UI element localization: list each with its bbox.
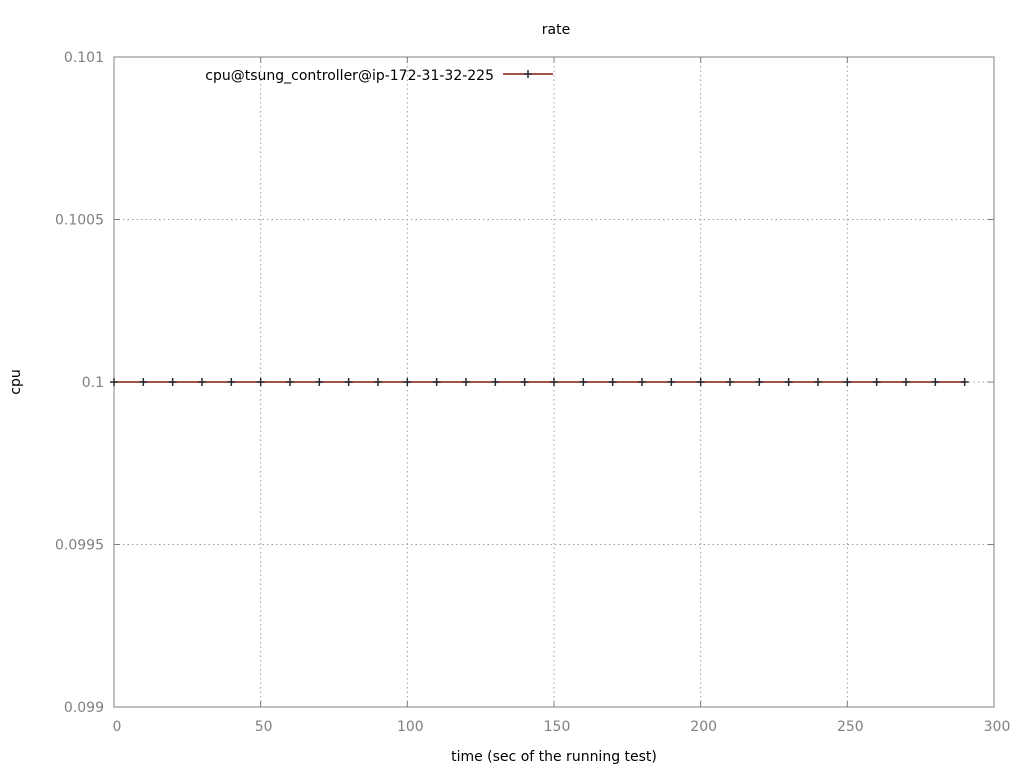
data-point-marker [872, 378, 881, 386]
data-point-marker [638, 378, 646, 386]
legend-label: cpu@tsung_controller@ip-172-31-32-225 [205, 68, 494, 84]
data-point-marker [432, 378, 441, 386]
y-tick-label: 0.101 [64, 50, 104, 66]
chart-title: rate [542, 22, 570, 38]
data-point-marker [315, 378, 324, 386]
data-point-marker [579, 378, 588, 386]
legend: cpu@tsung_controller@ip-172-31-32-225 [205, 68, 553, 84]
data-point-marker [374, 378, 382, 386]
data-point-marker [814, 378, 822, 386]
data-point-marker [608, 378, 617, 386]
y-axis: 0.099 0.0995 0.1 0.1005 0.101 [55, 50, 994, 716]
data-point-marker [520, 378, 529, 386]
data-point-marker [168, 378, 177, 386]
x-tick-label: 300 [984, 719, 1011, 735]
data-point-marker [667, 378, 676, 386]
data-point-marker [344, 378, 353, 386]
data-point-marker [931, 378, 940, 386]
data-point-marker [403, 378, 412, 386]
x-tick-label: 250 [837, 719, 864, 735]
x-axis: 0 50 100 150 200 250 300 [113, 57, 1011, 735]
y-tick-label: 0.099 [64, 700, 104, 716]
data-point-marker [550, 378, 558, 386]
data-point-marker [286, 378, 294, 386]
data-point-marker [784, 378, 793, 386]
data-point-marker [726, 378, 734, 386]
data-point-marker [491, 378, 500, 386]
data-point-marker [227, 378, 236, 386]
data-point-marker [902, 378, 910, 386]
data-point-marker [960, 378, 969, 386]
series-layer [110, 378, 969, 386]
y-tick-label: 0.1 [82, 375, 104, 391]
y-tick-label: 0.1005 [55, 213, 104, 229]
x-tick-label: 150 [544, 719, 571, 735]
data-point-marker [462, 378, 470, 386]
legend-marker [524, 70, 532, 78]
x-tick-label: 0 [113, 719, 122, 735]
x-tick-label: 50 [255, 719, 273, 735]
data-point-marker [139, 378, 148, 386]
data-point-marker [843, 378, 852, 386]
data-point-marker [256, 378, 265, 386]
y-tick-label: 0.0995 [55, 538, 104, 554]
data-point-marker [755, 378, 764, 386]
x-axis-label: time (sec of the running test) [451, 749, 657, 765]
y-axis-label: cpu [8, 369, 24, 394]
data-point-marker [110, 378, 118, 386]
data-point-marker [198, 378, 206, 386]
data-point-marker [696, 378, 705, 386]
x-tick-label: 100 [397, 719, 424, 735]
x-tick-label: 200 [690, 719, 717, 735]
